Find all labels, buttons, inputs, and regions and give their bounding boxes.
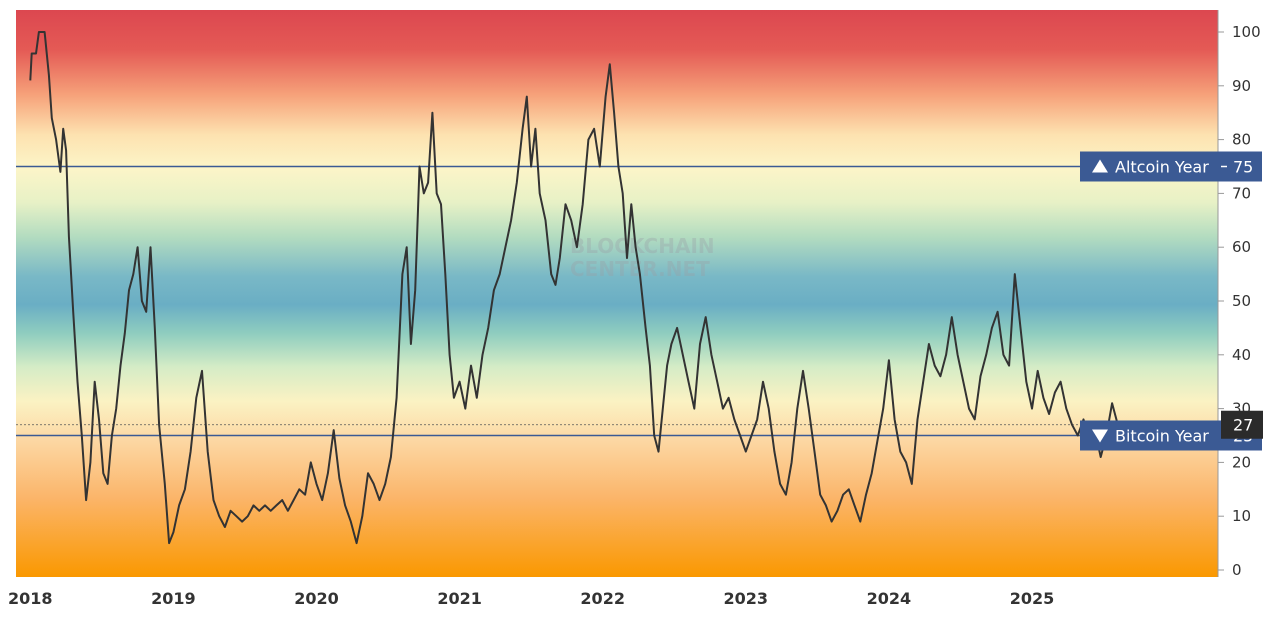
arrow-up-icon <box>1092 159 1108 173</box>
current-value-box <box>1221 410 1263 439</box>
x-tick-label: 2020 <box>294 589 339 608</box>
arrow-down-icon <box>1092 429 1108 443</box>
threshold-value: 75 <box>1233 158 1253 177</box>
x-tick-label: 2018 <box>8 589 53 608</box>
threshold-name: Altcoin Year <box>1115 158 1209 177</box>
x-tick-label: 2019 <box>151 589 196 608</box>
threshold-label-box <box>1080 151 1262 182</box>
y-tick-label: 100 <box>1232 23 1261 41</box>
plot-background <box>16 10 1218 577</box>
y-tick-label: 70 <box>1232 184 1251 202</box>
x-tick-label: 2022 <box>580 589 625 608</box>
x-tick-label: 2025 <box>1010 589 1055 608</box>
y-tick-label: 0 <box>1232 561 1242 579</box>
y-tick-label: 60 <box>1232 238 1251 256</box>
y-tick-label: 10 <box>1232 507 1251 525</box>
x-tick-label: 2023 <box>724 589 769 608</box>
watermark: BLOCKCHAIN CENTER.NET <box>570 234 715 281</box>
x-axis: 2018 2019 2020 2021 2022 2023 2024 2025 <box>8 589 1054 608</box>
threshold-label-up: Altcoin Year 75 <box>1080 151 1262 182</box>
current-value-label: 27 <box>1233 416 1253 435</box>
y-tick-label: 50 <box>1232 292 1251 310</box>
y-tick-label: 40 <box>1232 346 1251 364</box>
x-tick-label: 2021 <box>437 589 482 608</box>
threshold-lines <box>16 165 1218 437</box>
series-line <box>29 31 1119 545</box>
y-tick-label: 20 <box>1232 453 1251 471</box>
watermark-line-1: BLOCKCHAIN <box>570 234 715 258</box>
series-layer <box>29 31 1119 545</box>
y-tick-label: 90 <box>1232 77 1251 95</box>
x-tick-label: 2024 <box>867 589 912 608</box>
y-tick-label: 80 <box>1232 131 1251 149</box>
current-value-badge: 27 <box>1221 410 1263 439</box>
threshold-name: Bitcoin Year <box>1115 427 1209 446</box>
